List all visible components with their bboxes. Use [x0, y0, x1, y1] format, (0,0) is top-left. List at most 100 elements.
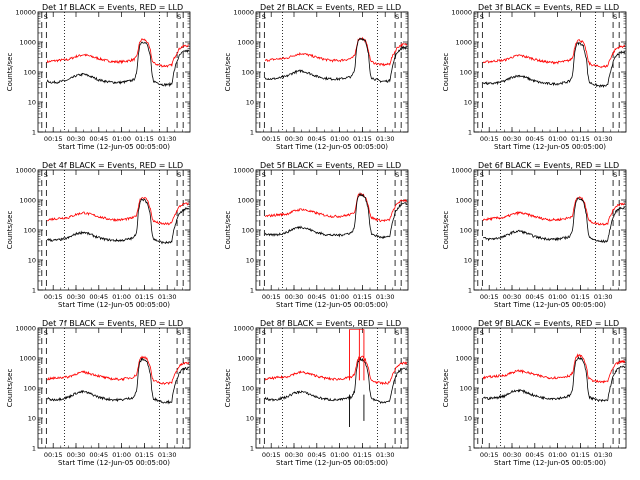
x-axis-label: Start Time (12-Jun-05 00:05:00) — [276, 459, 388, 467]
marker-label: S — [613, 13, 617, 21]
y-tick-label: 10 — [246, 98, 254, 106]
y-tick-label: 10000 — [451, 324, 472, 332]
x-tick-label: 00:45 — [89, 293, 108, 301]
x-tick-label: 01:15 — [353, 293, 372, 301]
x-tick-label: 00:15 — [262, 451, 281, 459]
y-tick-label: 1 — [250, 286, 254, 294]
x-tick-label: 01:30 — [376, 135, 395, 143]
y-tick-label: 1000 — [237, 196, 254, 204]
y-axis-label: Counts/sec — [224, 369, 232, 408]
marker-label: S — [613, 329, 617, 337]
y-tick-label: 1 — [32, 286, 36, 294]
marker-label: S — [44, 13, 48, 21]
x-tick-label: 00:30 — [67, 135, 86, 143]
x-tick-label: 00:15 — [44, 293, 63, 301]
x-tick-label: 00:15 — [480, 135, 499, 143]
panel-det-2: Det 2f BLACK = Events, RED = LLD 1 10 100 10… — [224, 3, 409, 151]
y-axis-label: Counts/sec — [442, 53, 450, 92]
y-tick-label: 10 — [28, 256, 36, 264]
plot-frame — [255, 169, 409, 291]
x-tick-label: 01:00 — [330, 135, 349, 143]
x-tick-label: 00:15 — [44, 451, 63, 459]
panel-title: Det 6f BLACK = Events, RED = LLD — [478, 161, 619, 170]
y-tick-label: 1000 — [455, 38, 472, 46]
y-tick-label: 1000 — [237, 354, 254, 362]
panel-det-4: Det 4f BLACK = Events, RED = LLD 1 10 100 10… — [6, 161, 191, 309]
y-axis-label: Counts/sec — [6, 369, 14, 408]
y-tick-label: 100 — [460, 384, 472, 392]
y-axis-label: Counts/sec — [6, 53, 14, 92]
y-tick-label: 10000 — [15, 8, 36, 16]
x-axis-label: Start Time (12-Jun-05 00:05:00) — [58, 301, 170, 309]
y-tick-label: 1 — [250, 128, 254, 136]
x-tick-label: 01:00 — [112, 293, 131, 301]
y-tick-label: 100 — [460, 226, 472, 234]
y-tick-label: 100 — [242, 384, 254, 392]
marker-label: S — [44, 329, 48, 337]
y-tick-label: 100 — [24, 384, 36, 392]
marker-label: S — [262, 13, 266, 21]
x-tick-label: 00:30 — [285, 293, 304, 301]
panel-title: Det 2f BLACK = Events, RED = LLD — [260, 3, 401, 12]
panel-det-1: Det 1f BLACK = Events, RED = LLD 1 10 100 10… — [6, 3, 191, 151]
x-tick-label: 01:15 — [353, 135, 372, 143]
y-tick-label: 10 — [28, 414, 36, 422]
series-lld-line — [264, 36, 408, 67]
series-lld-line — [46, 196, 189, 226]
y-axis-label: Counts/sec — [6, 211, 14, 250]
x-tick-label: 00:15 — [480, 451, 499, 459]
x-tick-label: 00:45 — [525, 293, 544, 301]
x-tick-label: 01:15 — [571, 293, 590, 301]
series-events-line — [483, 197, 626, 244]
x-axis-label: Start Time (12-Jun-05 00:05:00) — [494, 459, 606, 467]
x-tick-label: 01:30 — [594, 293, 613, 301]
panel-det-8: Det 8f BLACK = Events, RED = LLD 1 10 100 10… — [224, 319, 409, 467]
marker-label: S — [262, 329, 266, 337]
y-tick-label: 100 — [242, 226, 254, 234]
x-tick-label: 00:30 — [503, 451, 522, 459]
series-lld-line — [482, 38, 626, 69]
x-tick-label: 01:30 — [376, 451, 395, 459]
y-tick-label: 1000 — [19, 354, 36, 362]
y-tick-label: 10000 — [15, 324, 36, 332]
plot-frame — [255, 327, 409, 449]
series-events-line — [482, 41, 626, 89]
x-tick-label: 01:15 — [135, 293, 154, 301]
y-tick-label: 10000 — [233, 324, 254, 332]
y-tick-label: 10000 — [451, 166, 472, 174]
plot-frame — [37, 11, 191, 133]
marker-label: S — [613, 171, 617, 179]
marker-label: S — [480, 13, 484, 21]
y-tick-label: 10 — [464, 256, 472, 264]
series-events-line — [264, 192, 408, 240]
x-tick-label: 00:15 — [262, 293, 281, 301]
panel-det-7: Det 7f BLACK = Events, RED = LLD 1 10 100 10… — [6, 319, 191, 467]
x-axis-label: Start Time (12-Jun-05 00:05:00) — [276, 301, 388, 309]
series-events-line — [46, 41, 190, 88]
y-axis-label: Counts/sec — [224, 211, 232, 250]
series-lld-line — [264, 355, 408, 386]
y-axis-label: Counts/sec — [442, 211, 450, 250]
x-axis-label: Start Time (12-Jun-05 00:05:00) — [58, 143, 170, 151]
panel-det-5: Det 5f BLACK = Events, RED = LLD 1 10 100 10… — [224, 161, 409, 309]
y-tick-label: 10000 — [233, 166, 254, 174]
panel-det-6: Det 6f BLACK = Events, RED = LLD 1 10 100 10… — [442, 161, 627, 309]
panel-title: Det 8f BLACK = Events, RED = LLD — [260, 319, 401, 328]
plot-frame — [473, 327, 627, 449]
y-tick-label: 10 — [464, 414, 472, 422]
series-events-line — [46, 357, 190, 405]
x-tick-label: 00:30 — [503, 293, 522, 301]
y-tick-label: 1000 — [19, 196, 36, 204]
y-tick-label: 1000 — [237, 38, 254, 46]
series-events-line — [264, 357, 408, 405]
series-lld-line — [482, 195, 625, 226]
y-tick-label: 10000 — [451, 8, 472, 16]
x-tick-label: 00:45 — [89, 451, 108, 459]
x-tick-label: 01:30 — [158, 135, 177, 143]
x-tick-label: 00:45 — [525, 135, 544, 143]
series-events-line — [482, 356, 626, 403]
panel-title: Det 3f BLACK = Events, RED = LLD — [478, 3, 619, 12]
panel-title: Det 1f BLACK = Events, RED = LLD — [42, 3, 183, 12]
x-tick-label: 01:00 — [112, 451, 131, 459]
x-tick-label: 00:45 — [525, 451, 544, 459]
